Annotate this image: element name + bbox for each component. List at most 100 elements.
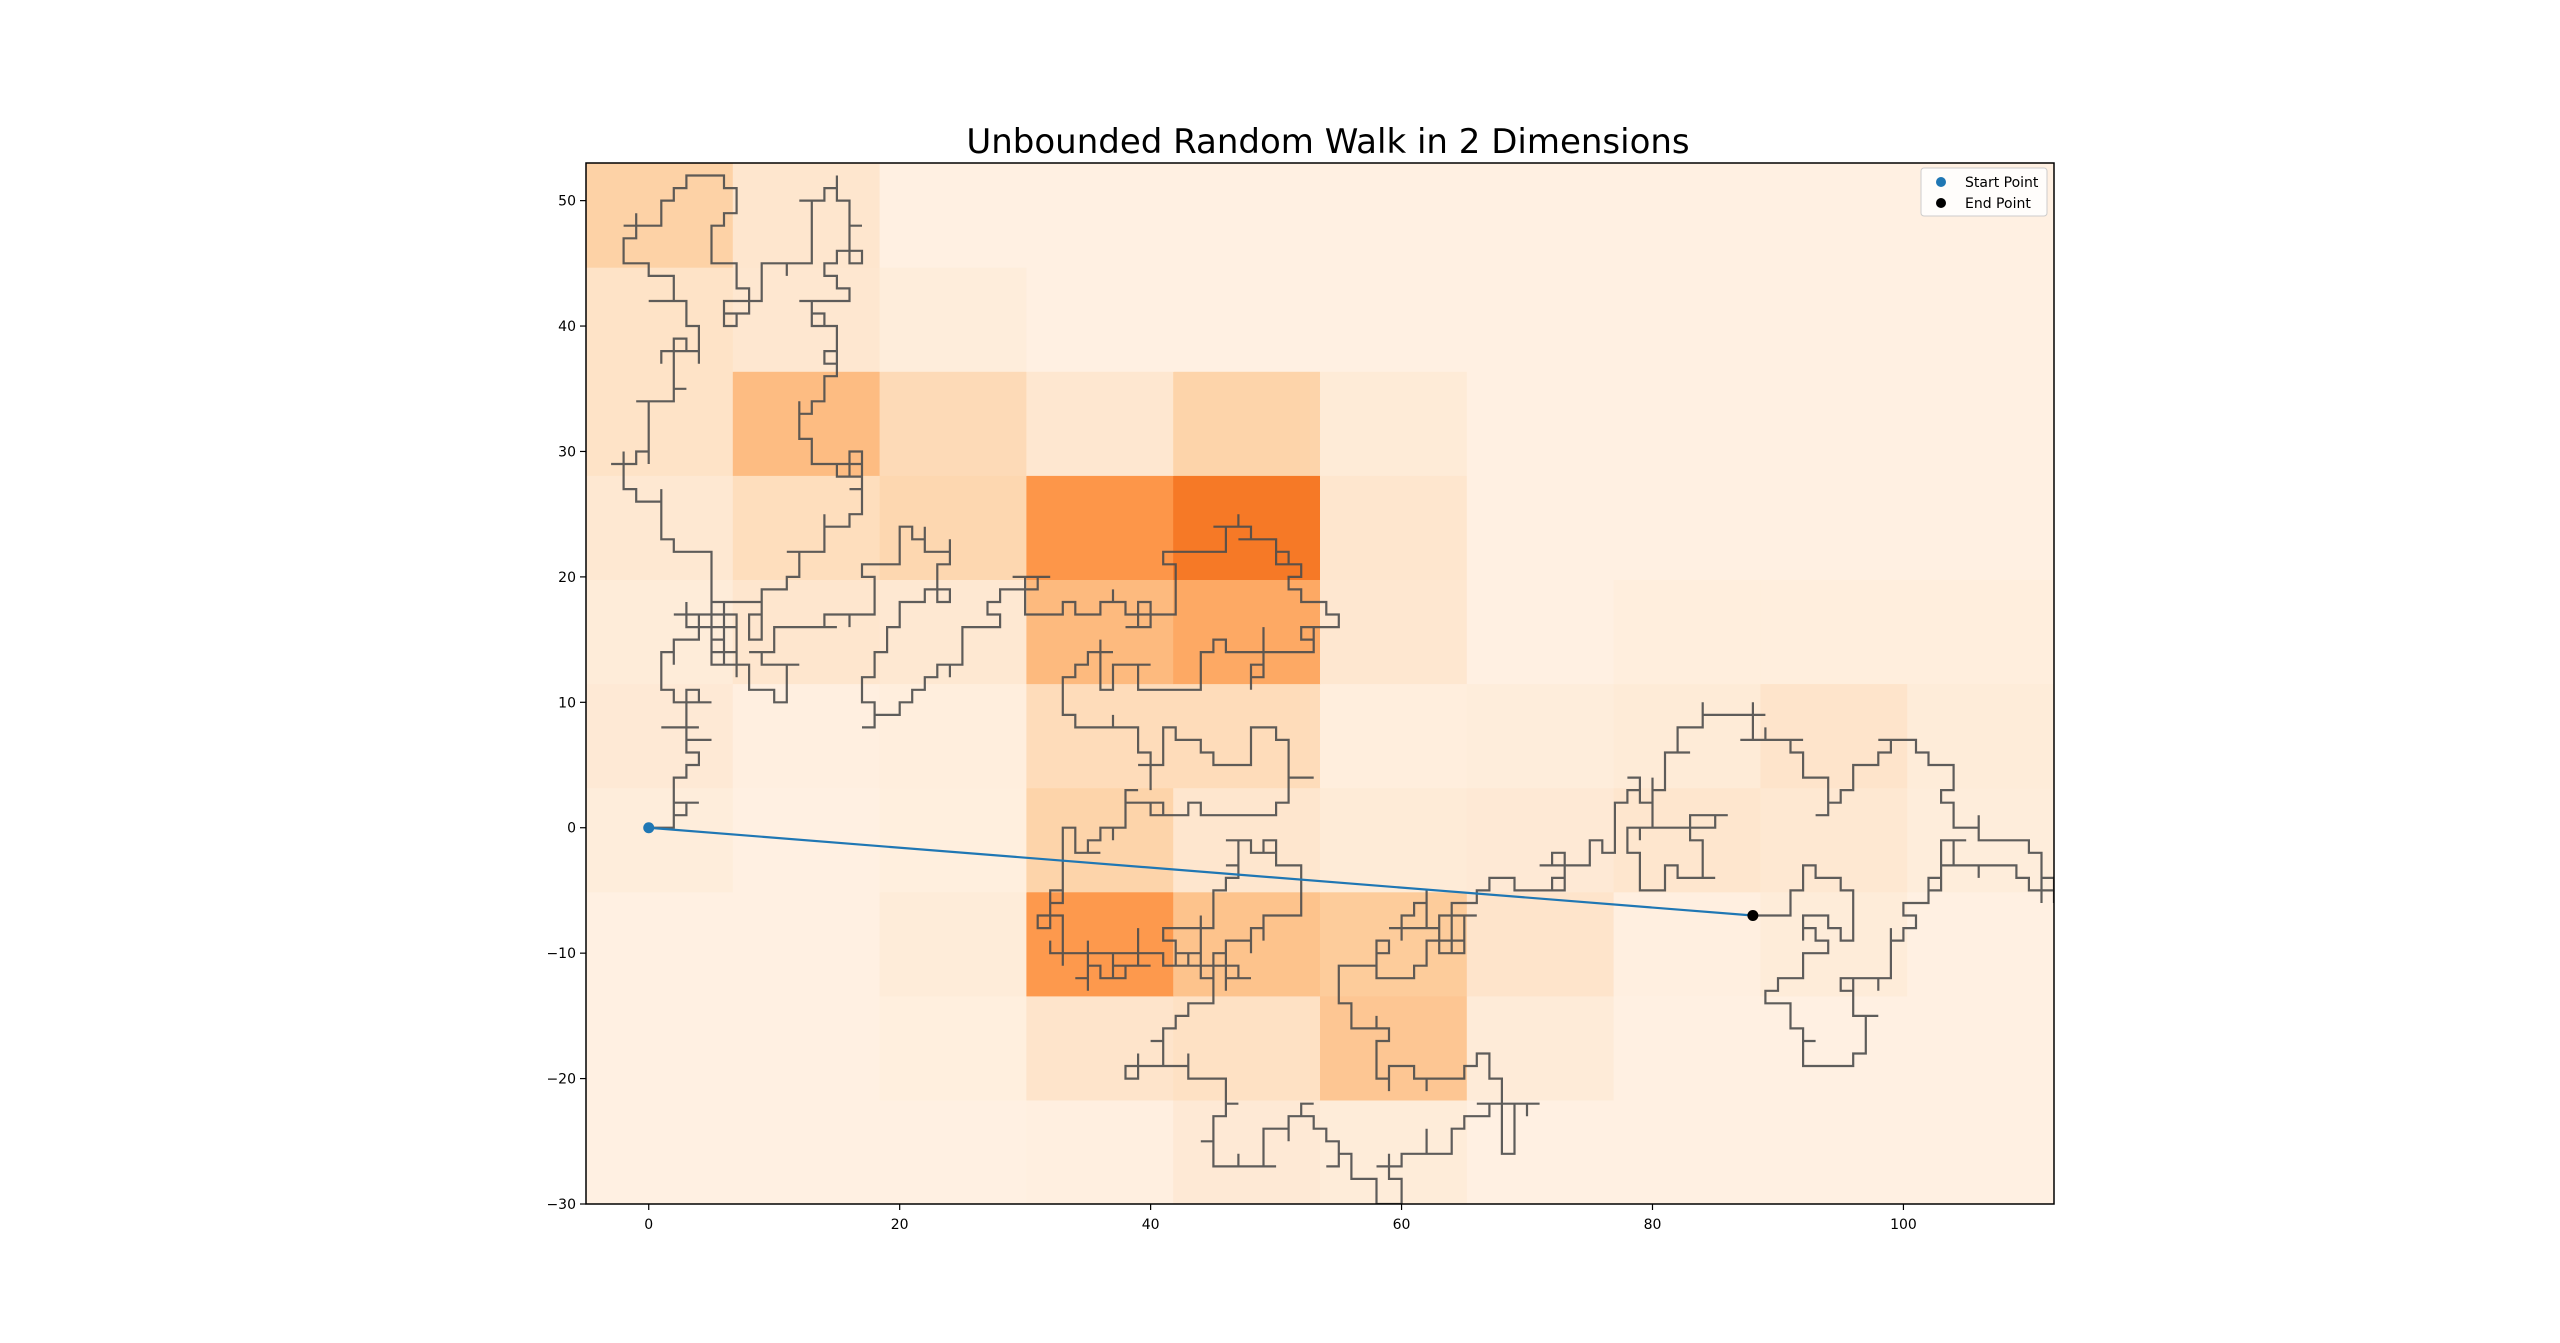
heatmap-cell — [1760, 995, 1908, 1101]
heatmap-cell — [879, 995, 1027, 1101]
heatmap-cell — [1320, 163, 1468, 268]
heatmap-cell — [1173, 891, 1321, 997]
heatmap-cell — [1026, 683, 1174, 789]
y-axis: −30 −20 −10 0 10 20 30 40 50 — [546, 194, 586, 1213]
heatmap-cell — [879, 267, 1027, 372]
x-tick-label: 80 — [1644, 1217, 1662, 1233]
heatmap-cell — [1466, 891, 1615, 997]
x-tick-label: 40 — [1142, 1217, 1160, 1233]
heatmap-cell — [732, 579, 881, 685]
start-end-line — [648, 826, 1753, 917]
heatmap-cell — [1613, 1099, 1761, 1204]
x-tick-label: 20 — [891, 1217, 909, 1233]
heatmap-cell — [1466, 475, 1615, 580]
heatmap-cell — [586, 475, 734, 580]
density-heatmap — [586, 163, 2054, 1204]
heatmap-cell — [1320, 683, 1468, 789]
heatmap-cell — [1613, 163, 1761, 268]
heatmap-cell — [586, 267, 734, 372]
heatmap-cell — [732, 475, 881, 580]
heatmap-cell — [1760, 579, 1908, 685]
heatmap-cell — [1173, 995, 1321, 1101]
heatmap-cell — [1026, 1099, 1174, 1204]
start-point-marker — [643, 822, 655, 834]
heatmap-cell — [1760, 787, 1908, 893]
x-tick-label: 60 — [1393, 1217, 1411, 1233]
heatmap-cell — [732, 683, 881, 789]
heatmap-cell — [879, 579, 1027, 685]
heatmap-cell — [586, 787, 734, 893]
heatmap-cell — [1466, 683, 1615, 789]
y-tick-label: 0 — [567, 821, 576, 837]
heatmap-cell — [1320, 475, 1468, 580]
heatmap-cell — [1907, 371, 2054, 476]
heatmap-cell — [1320, 995, 1468, 1101]
heatmap-cell — [586, 995, 734, 1101]
x-tick-label: 0 — [644, 1217, 653, 1233]
end-point-marker — [1747, 910, 1759, 922]
heatmap-cell — [1173, 267, 1321, 372]
heatmap-cell — [1613, 475, 1761, 580]
heatmap-cell — [1613, 787, 1761, 893]
plot-frame — [585, 162, 2055, 1205]
heatmap-cell — [1026, 891, 1174, 997]
legend-start-marker — [1936, 177, 1946, 187]
heatmap-cell — [1466, 1099, 1615, 1204]
heatmap-cell — [1466, 267, 1615, 372]
heatmap-cell — [1173, 163, 1321, 268]
x-axis: 0 20 40 60 80 100 — [644, 1204, 1917, 1233]
heatmap-cell — [1173, 683, 1321, 789]
y-tick-label: −30 — [546, 1197, 576, 1213]
heatmap-cell — [1760, 891, 1908, 997]
heatmap-cell — [1613, 683, 1761, 789]
heatmap-cell — [732, 371, 881, 476]
heatmap-cell — [1760, 371, 1908, 476]
heatmap-cell — [1466, 995, 1615, 1101]
heatmap-cell — [1760, 267, 1908, 372]
heatmap-cell — [879, 787, 1027, 893]
heatmap-cell — [1026, 267, 1174, 372]
heatmap-cell — [732, 995, 881, 1101]
heatmap-cell — [1320, 579, 1468, 685]
heatmap-cell — [1466, 371, 1615, 476]
heatmap-cell — [586, 1099, 734, 1204]
heatmap-cell — [1320, 1099, 1468, 1204]
legend: Start Point End Point — [1920, 167, 2048, 217]
heatmap-cell — [1907, 891, 2054, 997]
heatmap-cell — [1173, 371, 1321, 476]
heatmap-cell — [879, 891, 1027, 997]
overlay-layer — [643, 822, 1759, 922]
heatmap-cell — [879, 371, 1027, 476]
heatmap-cell — [586, 163, 734, 268]
heatmap-cell — [1760, 163, 1908, 268]
y-tick-label: 10 — [558, 695, 576, 711]
heatmap-cell — [1907, 579, 2054, 685]
heatmap-cell — [1320, 787, 1468, 893]
heatmap-cell — [1026, 995, 1174, 1101]
legend-start-label: Start Point — [1965, 175, 2039, 191]
heatmap-cell — [732, 1099, 881, 1204]
chart-title: Unbounded Random Walk in 2 Dimensions — [966, 122, 1689, 162]
heatmap-cell — [1026, 371, 1174, 476]
heatmap-cell — [732, 891, 881, 997]
walk-path-layer — [611, 174, 2054, 1204]
legend-box — [1920, 167, 2048, 217]
y-tick-label: −20 — [546, 1072, 576, 1088]
heatmap-cell — [1320, 267, 1468, 372]
heatmap-cell — [1907, 475, 2054, 580]
heatmap-cell — [1613, 891, 1761, 997]
heatmap-cell — [732, 267, 881, 372]
heatmap-cell — [586, 683, 734, 789]
heatmap-cell — [586, 371, 734, 476]
heatmap-cell — [1907, 1099, 2054, 1204]
heatmap-cell — [1907, 995, 2054, 1101]
heatmap-cell — [1466, 579, 1615, 685]
heatmap-cell — [1760, 683, 1908, 789]
y-tick-label: 40 — [558, 319, 576, 335]
heatmap-cell — [1026, 163, 1174, 268]
heatmap-cell — [1907, 267, 2054, 372]
heatmap-cell — [1907, 683, 2054, 789]
heatmap-cell — [1613, 371, 1761, 476]
heatmap-cell — [1760, 1099, 1908, 1204]
